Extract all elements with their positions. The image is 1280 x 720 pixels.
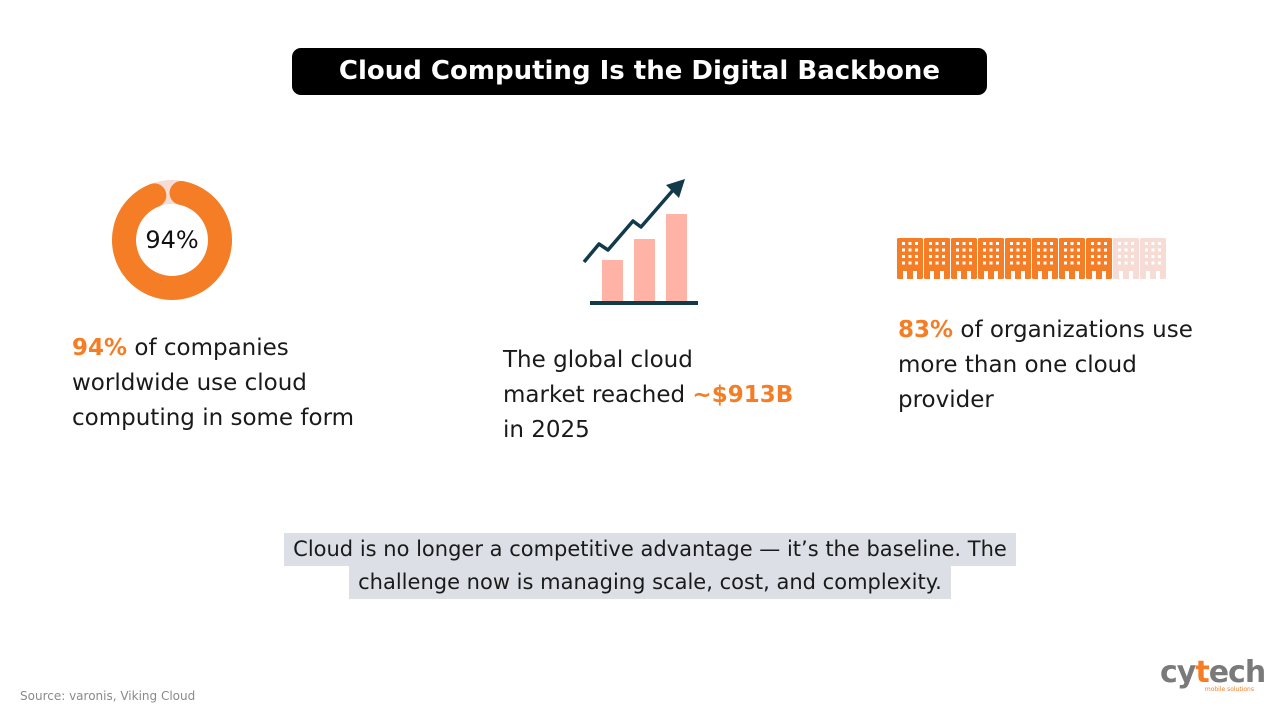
stat-market-line-3: in 2025 [503, 417, 590, 443]
building-filled [1059, 238, 1085, 279]
stat-companies-highlight: 94% [72, 335, 128, 361]
source-note: Source: varonis, Viking Cloud [20, 689, 196, 703]
building-filled [1032, 238, 1058, 279]
stat-companies-line-3: computing in some form [72, 405, 355, 431]
growth-bar-2 [634, 239, 655, 302]
brand-logo: cytech mobile solutions [1160, 658, 1266, 696]
logo-wordmark: cytech [1160, 655, 1266, 690]
building-empty [1140, 238, 1166, 279]
building-filled [951, 238, 977, 279]
stat-market-highlight: ~$913B [692, 382, 794, 408]
building-filled [897, 238, 923, 279]
stat-multicloud-line-2: more than one cloud [898, 352, 1137, 378]
callout-line-1: Cloud is no longer a competitive advanta… [284, 533, 1016, 566]
donut-chart-icon [112, 180, 232, 300]
donut-progress-arc [112, 180, 232, 300]
growth-arrow-head [666, 179, 685, 198]
logo-text-right: ech [1208, 655, 1266, 690]
stat-multicloud-text: 83% of organizations use more than one c… [898, 313, 1238, 418]
stat-multicloud-line-3: provider [898, 387, 994, 413]
growth-chart-icon [582, 179, 698, 305]
building-filled [1086, 238, 1112, 279]
logo-text-left: cy [1160, 655, 1196, 690]
growth-bar-1 [602, 260, 623, 302]
logo-text-accent: t [1195, 655, 1209, 690]
stat-companies-line-1: of companies [127, 335, 289, 361]
donut-percent-label: 94% [145, 226, 199, 254]
building-empty [1113, 238, 1139, 279]
buildings-icon [897, 238, 1166, 279]
building-filled [924, 238, 950, 279]
stat-market-text: The global cloud market reached ~$913B i… [503, 343, 823, 448]
page-title: Cloud Computing Is the Digital Backbone [292, 48, 987, 95]
building-filled [978, 238, 1004, 279]
stat-companies-line-2: worldwide use cloud [72, 370, 307, 396]
growth-trend-line [582, 187, 676, 264]
logo-tagline: mobile solutions [1204, 686, 1254, 693]
stat-multicloud-highlight: 83% [898, 317, 954, 343]
callout-box: Cloud is no longer a competitive advanta… [270, 533, 1030, 599]
building-filled [1005, 238, 1031, 279]
callout-line-2: challenge now is managing scale, cost, a… [349, 566, 951, 599]
stat-market-line-1: The global cloud [503, 347, 693, 373]
growth-bar-3 [666, 214, 687, 302]
stat-multicloud-line-1: of organizations use [953, 317, 1193, 343]
stat-market-line-2: market reached [503, 382, 693, 408]
stat-companies-text: 94% of companies worldwide use cloud com… [72, 331, 402, 436]
